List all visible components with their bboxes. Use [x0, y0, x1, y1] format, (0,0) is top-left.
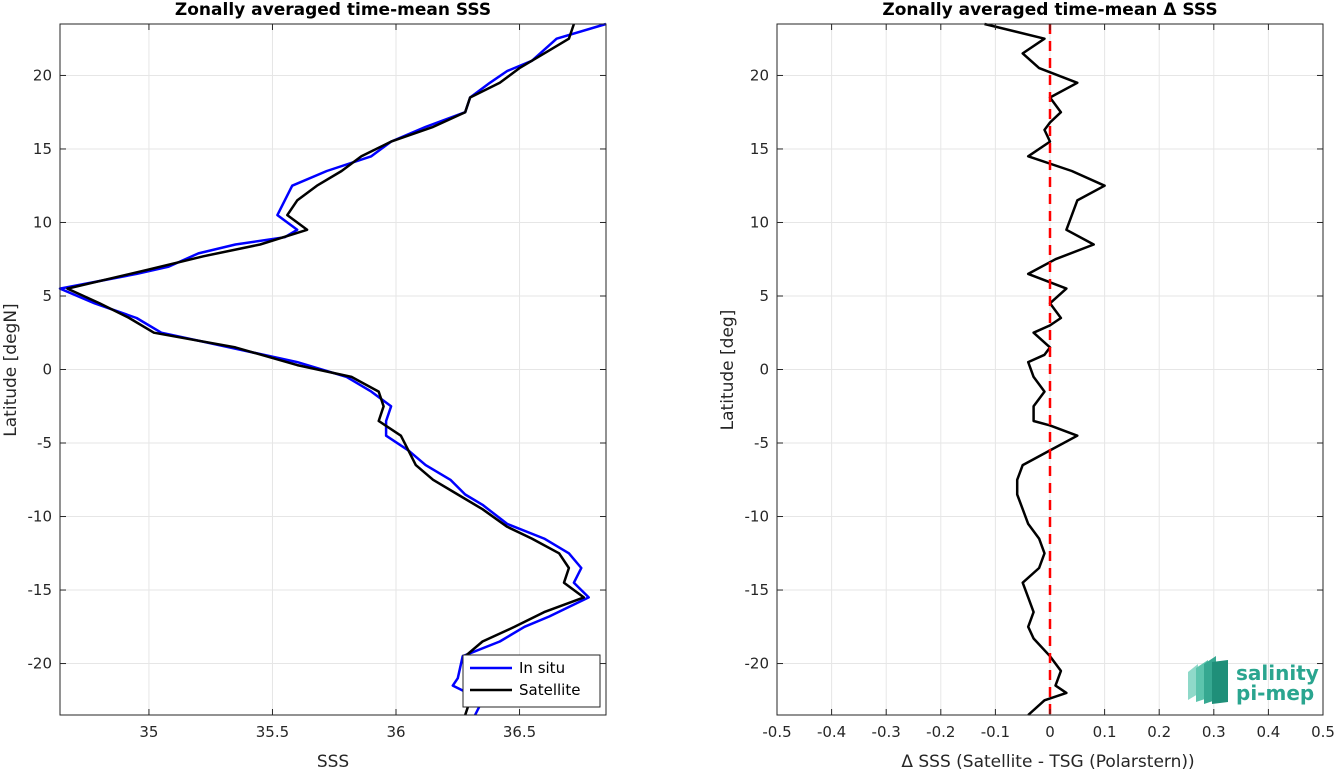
right-series-line-series-0	[984, 22, 1106, 716]
right-ticks: -0.5 -0.4 -0.3 -0.2 -0.1 0 0.1 0.2 0.3 0.4 0.5 -20 -…	[745, 24, 1335, 741]
logo-mark-icon	[1188, 656, 1228, 704]
right-panel: -0.5 -0.4 -0.3 -0.2 -0.1 0 0.1 0.2 0.3 0.4 0.5 -20 -…	[718, 0, 1335, 769]
left-y-tick-label: -5	[37, 434, 52, 452]
legend-label-satellite: Satellite	[519, 681, 580, 699]
left-y-tick-label: 5	[42, 287, 52, 305]
legend: In situ Satellite	[462, 654, 601, 708]
left-y-tick-label: -15	[28, 581, 53, 599]
left-x-tick-label: 35.5	[256, 723, 289, 741]
left-series-group	[58, 22, 607, 716]
legend-label-in-situ: In situ	[519, 659, 565, 677]
right-y-tick-label: -10	[745, 508, 770, 526]
left-y-tick-label: 10	[33, 213, 52, 231]
right-x-axis-label: Δ SSS (Satellite - TSG (Polarstern))	[901, 752, 1194, 769]
left-y-tick-label: 20	[33, 66, 52, 84]
right-series-group	[984, 22, 1106, 716]
right-x-tick-label: 0.4	[1256, 723, 1280, 741]
left-y-tick-label: -10	[28, 508, 53, 526]
right-y-tick-label: 5	[759, 287, 769, 305]
left-chart-title: Zonally averaged time-mean SSS	[175, 0, 491, 20]
right-y-tick-label: -5	[754, 434, 769, 452]
right-x-tick-label: -0.2	[926, 723, 955, 741]
right-x-tick-label: -0.4	[817, 723, 846, 741]
left-x-tick-label: 36.5	[503, 723, 536, 741]
left-ticks: 35 35.5 36 36.5 -20 -15 -10 -5 0 5 10 15 20	[28, 24, 606, 741]
left-series-line-satellite	[66, 23, 586, 716]
right-y-tick-label: 0	[759, 361, 769, 379]
salinity-pi-mep-logo: salinity pi-mep	[1188, 656, 1319, 705]
left-panel: 35 35.5 36 36.5 -20 -15 -10 -5 0 5 10 15 20 Zonally …	[1, 0, 607, 769]
right-y-tick-label: 15	[750, 140, 769, 158]
left-y-tick-label: 15	[33, 140, 52, 158]
right-y-tick-label: 10	[750, 213, 769, 231]
left-y-tick-label: 0	[42, 361, 52, 379]
right-x-tick-label: 0.1	[1093, 723, 1117, 741]
logo-text-line1: salinity	[1236, 661, 1319, 685]
right-x-tick-label: 0.3	[1202, 723, 1226, 741]
right-y-tick-label: -15	[745, 581, 770, 599]
right-x-tick-label: 0.5	[1311, 723, 1335, 741]
left-x-axis-label: SSS	[317, 752, 349, 769]
left-x-tick-label: 36	[386, 723, 405, 741]
legend-box	[462, 654, 601, 708]
right-x-tick-label: -0.5	[762, 723, 791, 741]
right-y-axis-label: Latitude [deg]	[718, 310, 738, 431]
logo-text-line2: pi-mep	[1236, 681, 1314, 705]
right-x-tick-label: 0.2	[1147, 723, 1171, 741]
right-chart-title: Zonally averaged time-mean Δ SSS	[882, 0, 1217, 20]
right-x-tick-label: -0.3	[872, 723, 901, 741]
left-y-tick-label: -20	[28, 655, 53, 673]
right-x-tick-label: 0	[1045, 723, 1055, 741]
right-y-tick-label: -20	[745, 655, 770, 673]
right-x-tick-label: -0.1	[981, 723, 1010, 741]
right-y-tick-label: 20	[750, 66, 769, 84]
left-y-axis-label: Latitude [degN]	[1, 303, 21, 436]
left-x-tick-label: 35	[139, 723, 158, 741]
